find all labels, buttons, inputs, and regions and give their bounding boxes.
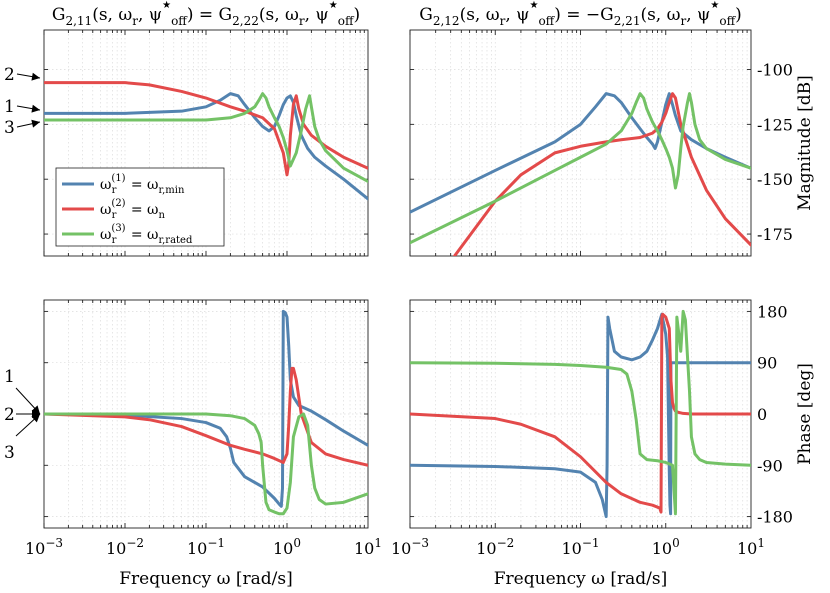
series-group bbox=[44, 309, 368, 516]
y-tick-label: -150 bbox=[757, 170, 793, 189]
annotation-label: 2 bbox=[4, 405, 15, 425]
x-axis-label: Frequency ω [rad/s] bbox=[494, 569, 667, 589]
x-tick-label: 101 bbox=[354, 536, 382, 558]
x-tick-label: 10−1 bbox=[561, 536, 599, 558]
series-group bbox=[410, 92, 751, 256]
y-tick-label: -175 bbox=[757, 225, 793, 244]
series-line-green bbox=[410, 92, 751, 245]
panel-phase-left: 10−3 10−2 10−1 100 101 Frequency ω [rad/s] 1 2 3 bbox=[4, 299, 382, 589]
legend-entry-blue: ω(1) r = ωr,min bbox=[100, 173, 185, 196]
series-line-green bbox=[410, 309, 751, 516]
y-tick-label: -100 bbox=[757, 60, 793, 79]
x-tick-label: 10−2 bbox=[476, 536, 514, 558]
y-axis-label: Phase [deg] bbox=[795, 363, 815, 465]
series-line-green bbox=[44, 92, 368, 183]
x-tick-label: 10−3 bbox=[391, 536, 429, 558]
annotations: 2 13 bbox=[4, 65, 41, 138]
annotation-label: 3 bbox=[4, 118, 15, 138]
y-tick-label: 0 bbox=[757, 405, 767, 424]
y-tick-label: -180 bbox=[757, 508, 793, 527]
annotation-label: 1 bbox=[4, 367, 15, 387]
x-tick-label: 100 bbox=[652, 536, 680, 558]
panel-mag-left: G2,11(s, ωr, ψ★off) = G2,22(s, ωr, ψ★off… bbox=[4, 0, 369, 257]
series-group bbox=[410, 309, 751, 519]
annotation-arrowhead bbox=[31, 414, 40, 423]
panel-phase-right: 10−3 10−2 10−1 100 101 180 90 0 -90 -180 Frequency… bbox=[391, 299, 815, 589]
x-tick-label: 101 bbox=[737, 536, 765, 558]
chart-title: G2,12(s, ωr, ψ★off) = −G2,21(s, ωr, ψ★of… bbox=[419, 0, 741, 28]
series-line-red bbox=[453, 92, 751, 256]
annotation-arrowhead bbox=[31, 119, 40, 128]
annotations: 1 2 3 bbox=[4, 367, 41, 463]
annotation-arrowhead bbox=[31, 405, 40, 414]
x-tick-label: 10−2 bbox=[106, 536, 144, 558]
chart-title: G2,11(s, ωr, ψ★off) = G2,22(s, ωr, ψ★off… bbox=[52, 0, 360, 28]
legend-entry-red: ω(2) r = ωn bbox=[100, 198, 165, 221]
annotation-arrowhead bbox=[31, 104, 40, 113]
annotation-arrowhead bbox=[31, 72, 40, 81]
y-axis-label: Magnitude [dB] bbox=[795, 75, 815, 211]
annotation-label: 3 bbox=[4, 443, 15, 463]
series-line-red bbox=[44, 81, 368, 177]
x-axis-label: Frequency ω [rad/s] bbox=[119, 569, 292, 589]
y-tick-label: -90 bbox=[757, 456, 783, 475]
series-line-green bbox=[44, 412, 368, 516]
annotation-label: 1 bbox=[4, 97, 15, 117]
x-tick-label: 10−3 bbox=[25, 536, 63, 558]
annotation-label: 2 bbox=[4, 65, 15, 85]
y-tick-label: 180 bbox=[757, 302, 788, 321]
legend-entry-green: ω(3) r = ωr,rated bbox=[100, 223, 193, 246]
series-group bbox=[44, 81, 368, 201]
y-tick-label: 90 bbox=[757, 354, 777, 373]
x-tick-label: 10−1 bbox=[187, 536, 225, 558]
series-line-red bbox=[410, 312, 751, 514]
x-tick-label: 100 bbox=[273, 536, 301, 558]
series-line-blue bbox=[410, 312, 751, 519]
y-tick-label: -125 bbox=[757, 115, 793, 134]
